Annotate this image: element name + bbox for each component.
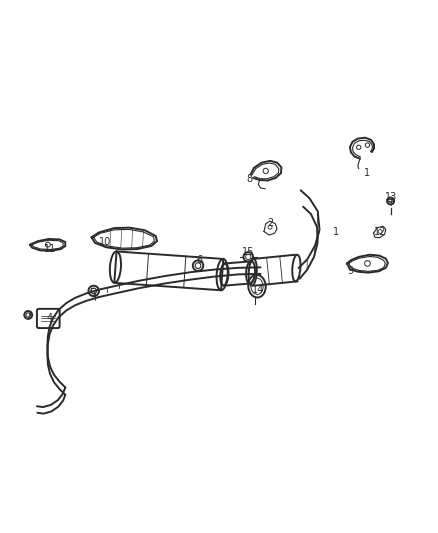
Text: 11: 11 bbox=[43, 244, 56, 254]
Text: 2: 2 bbox=[267, 218, 274, 228]
Text: 4: 4 bbox=[46, 313, 53, 323]
Text: 10: 10 bbox=[99, 238, 112, 247]
Text: 5: 5 bbox=[89, 288, 95, 298]
Text: 7: 7 bbox=[25, 311, 32, 321]
Text: 14: 14 bbox=[252, 285, 265, 295]
Text: 6: 6 bbox=[196, 255, 202, 265]
Text: 1: 1 bbox=[364, 168, 371, 177]
Text: 1: 1 bbox=[333, 227, 339, 237]
Text: 15: 15 bbox=[242, 247, 254, 257]
Text: 12: 12 bbox=[374, 227, 387, 237]
Text: 9: 9 bbox=[347, 266, 353, 276]
Text: 8: 8 bbox=[247, 174, 253, 184]
Text: 13: 13 bbox=[385, 192, 397, 201]
